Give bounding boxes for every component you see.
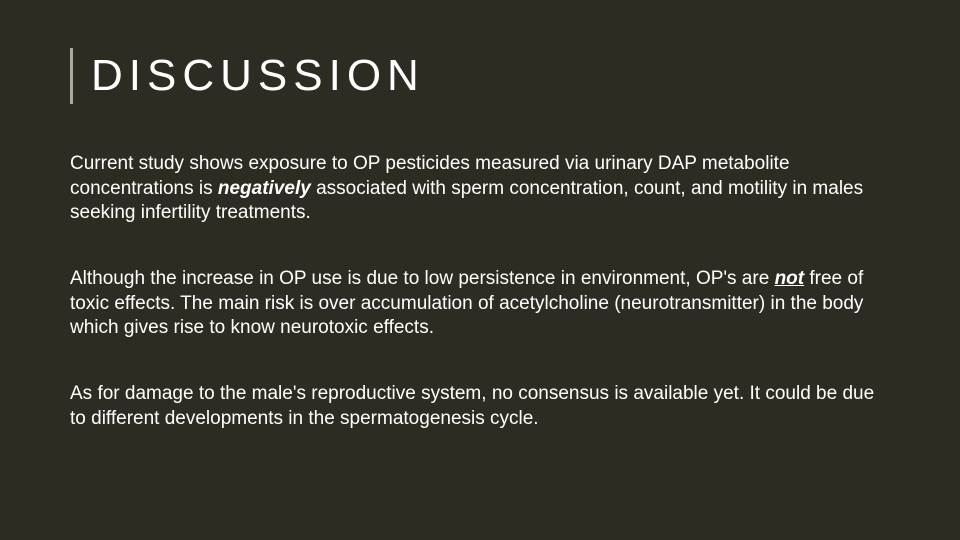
paragraph-3: As for damage to the male's reproductive… — [70, 382, 890, 431]
title-vertical-rule — [70, 48, 73, 104]
slide: DISCUSSION Current study shows exposure … — [0, 0, 960, 540]
body-block: Current study shows exposure to OP pesti… — [70, 152, 890, 431]
slide-title: DISCUSSION — [91, 48, 425, 104]
paragraph-2-part-a: Although the increase in OP use is due t… — [70, 268, 775, 289]
emphasis-negatively: negatively — [218, 178, 311, 199]
title-block: DISCUSSION — [70, 48, 890, 104]
paragraph-2: Although the increase in OP use is due t… — [70, 267, 890, 340]
paragraph-1: Current study shows exposure to OP pesti… — [70, 152, 890, 225]
emphasis-not: not — [775, 268, 805, 289]
